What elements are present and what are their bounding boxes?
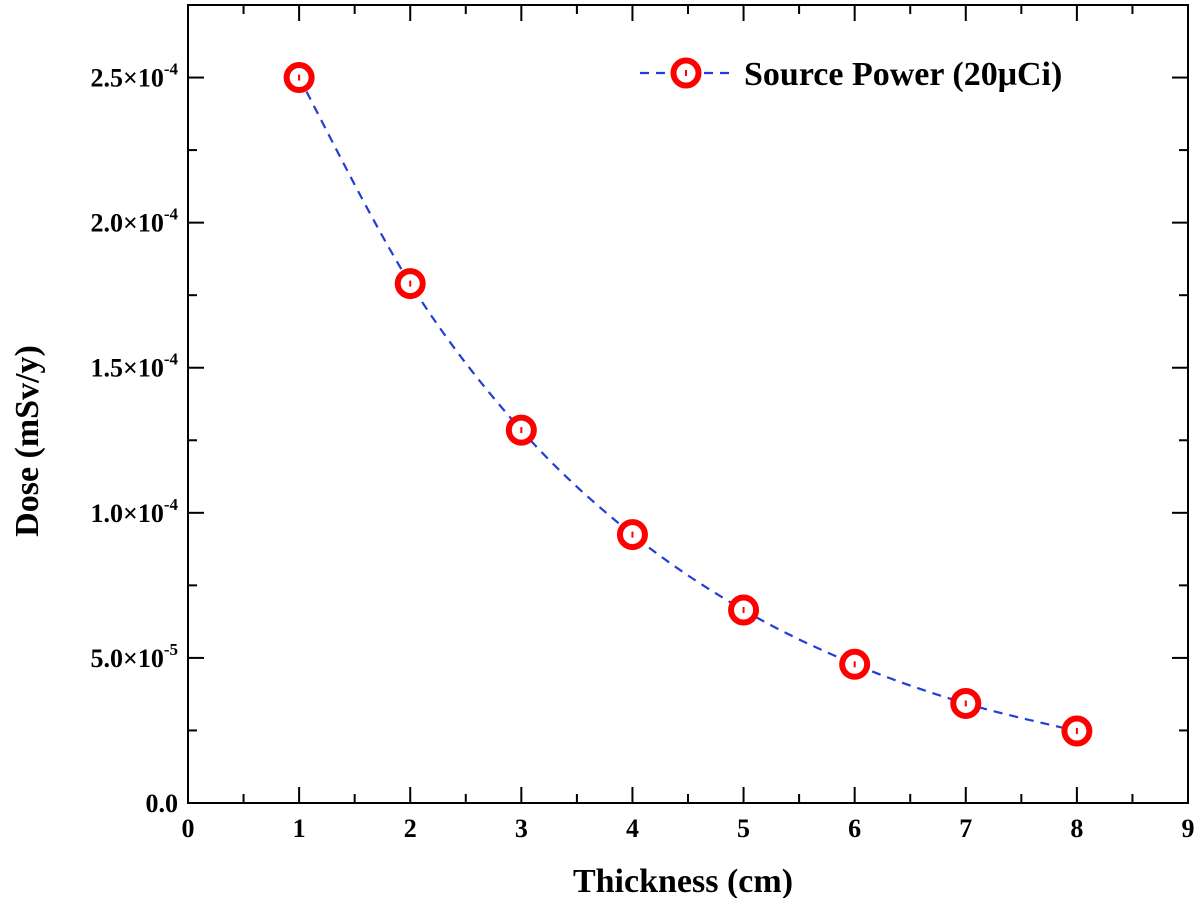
x-tick-label: 8: [1070, 814, 1083, 843]
y-tick-label: 0.0: [146, 789, 179, 818]
x-tick-label: 1: [293, 814, 306, 843]
axis-ticks: [187, 4, 1189, 804]
x-tick-label: 9: [1182, 814, 1195, 843]
x-tick-label: 2: [404, 814, 417, 843]
y-tick-label: 2.5×10-4: [91, 60, 179, 93]
data-point-center: [742, 607, 745, 614]
x-tick-label: 5: [737, 814, 750, 843]
x-tick-label: 0: [182, 814, 195, 843]
axis-tick-labels: 0 1 2 3 4 5 6 7 8 9 0.0 5.0×10-5 1.0×10-4 1.5×10-4 2.0…: [91, 60, 1195, 843]
data-point-center: [520, 427, 523, 434]
x-tick-label: 3: [515, 814, 528, 843]
y-tick-label: 1.5×10-4: [91, 350, 179, 383]
series-line: [298, 77, 1078, 733]
data-point-center: [964, 700, 967, 707]
legend-marker-center: [685, 70, 687, 76]
x-tick-label: 7: [959, 814, 972, 843]
y-axis-title: Dose (mSv/y): [9, 345, 46, 537]
y-tick-label: 5.0×10-5: [91, 640, 179, 673]
y-tick-label: 2.0×10-4: [91, 205, 179, 238]
x-tick-label: 6: [848, 814, 861, 843]
data-point-center: [631, 531, 634, 538]
data-point-center: [853, 661, 856, 668]
legend-label: Source Power (20μCi): [744, 56, 1062, 93]
data-point-center: [1075, 728, 1078, 735]
x-axis-title: Thickness (cm): [573, 863, 793, 898]
series-layer: [283, 62, 1093, 747]
legend: Source Power (20μCi): [640, 56, 1062, 93]
y-tick-label: 1.0×10-4: [91, 495, 179, 528]
plot-frame: [187, 4, 1189, 804]
x-tick-label: 4: [626, 814, 639, 843]
data-point-center: [409, 280, 412, 287]
data-point-center: [298, 74, 301, 81]
axes-frame: [187, 4, 1189, 804]
